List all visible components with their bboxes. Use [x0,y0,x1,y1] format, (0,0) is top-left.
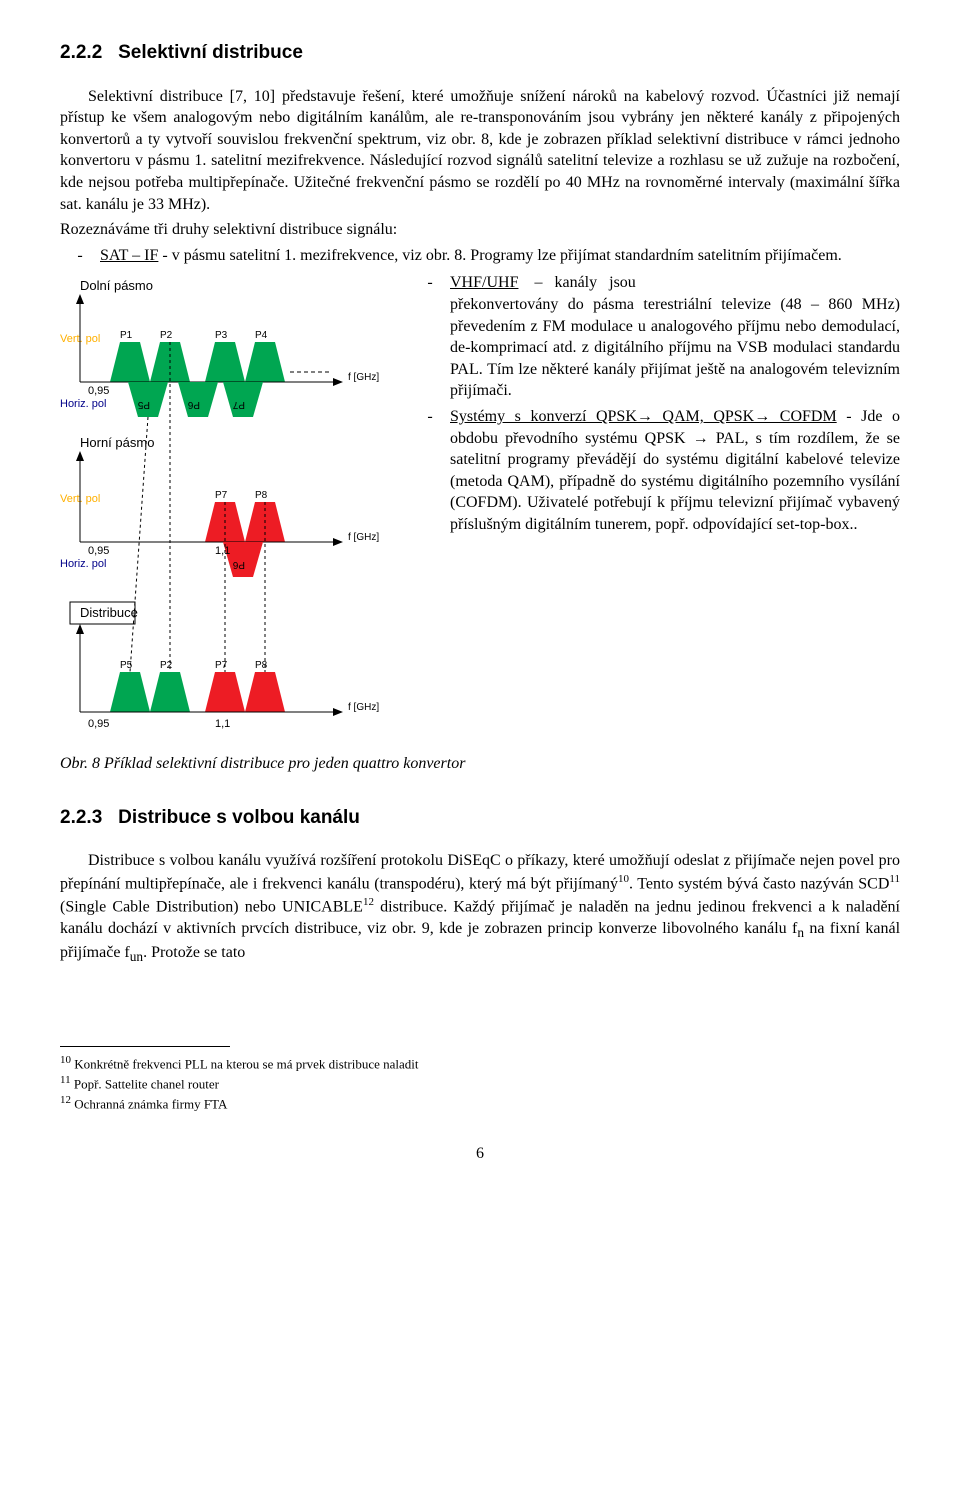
paragraph-1: Selektivní distribuce [7, 10] představuj… [60,86,900,216]
panel2-top-shapes: P7 P8 [205,490,285,542]
svg-text:P4: P4 [255,330,268,341]
section-heading-2: 2.2.3 Distribuce s volbou kanálu [60,805,900,831]
panel2-title: Horní pásmo [80,435,154,450]
panel1-axis-label: f [GHz] [348,372,379,383]
panel1-xleft: 0,95 [88,385,109,397]
panel2-vert-label: Vert. pol [60,493,100,505]
bullet-3-label: Systémy s konverzí QPSK→ QAM, QPSK→ COFD… [450,408,837,425]
section-heading-1: 2.2.2 Selektivní distribuce [60,40,900,66]
svg-text:P1: P1 [120,330,133,341]
bullet-1-rest: - v pásmu satelitní 1. mezifrekvence, vi… [158,247,841,264]
bullet-1: - SAT – IF - v pásmu satelitní 1. mezifr… [60,245,900,267]
svg-text:P7: P7 [215,660,228,671]
svg-text:P6: P6 [232,559,245,570]
svg-text:P2: P2 [160,330,173,341]
section-number-2: 2.2.3 [60,807,102,828]
svg-text:P5: P5 [137,399,150,410]
panel3-xmid: 1,1 [215,718,230,730]
svg-text:P2: P2 [160,660,173,671]
footnotes: 10 Konkrétně frekvenci PLL na kterou se … [60,1046,900,1113]
panel3-axis-label: f [GHz] [348,702,379,713]
bullet-3: - Systémy s konverzí QPSK→ QAM, QPSK→ CO… [410,406,900,536]
two-column-layout: Dolní pásmo P1 P2 P3 P4 Vert. pol f [GHz [60,272,900,747]
panel3-title: Distribuce [80,605,138,620]
page-number: 6 [60,1143,900,1165]
panel1-title: Dolní pásmo [80,278,153,293]
svg-text:P6: P6 [187,399,200,410]
svg-text:P3: P3 [215,330,228,341]
panel1-top-shapes: P1 P2 P3 P4 [110,330,285,382]
panel2-axis-label: f [GHz] [348,532,379,543]
bullet-3-rest: - Jde o obdobu převodního systému QPSK →… [450,408,900,533]
figure-8-diagram: Dolní pásmo P1 P2 P3 P4 Vert. pol f [GHz [60,272,390,747]
right-column: - VHF/UHF – kanály jsou překonvertovány … [410,272,900,747]
section-title: Selektivní distribuce [118,42,303,63]
svg-text:P5: P5 [120,660,133,671]
section-number: 2.2.2 [60,42,102,63]
footnote-rule [60,1046,230,1047]
panel2-xmid: 1,1 [215,545,230,557]
footnote-12: 12 Ochranná známka firmy FTA [60,1093,900,1113]
bullet-2: - VHF/UHF – kanály jsou překonvertovány … [410,272,900,402]
footnote-11: 11 Popř. Sattelite chanel router [60,1073,900,1093]
svg-text:P8: P8 [255,490,268,501]
bullet-2-label: VHF/UHF [450,274,518,291]
paragraph-3: Distribuce s volbou kanálu využívá rozší… [60,850,900,966]
panel1-vert-label: Vert. pol [60,333,100,345]
footnote-10: 10 Konkrétně frekvenci PLL na kterou se … [60,1053,900,1073]
svg-text:P7: P7 [215,490,228,501]
panel1-horiz-label: Horiz. pol [60,398,106,410]
svg-text:P8: P8 [255,660,268,671]
bullet-2-rest: překonvertovány do pásma terestriální te… [450,294,900,402]
panel2-horiz-label: Horiz. pol [60,558,106,570]
section-title-2: Distribuce s volbou kanálu [118,807,360,828]
panel2-xleft: 0,95 [88,545,109,557]
panel1-bot-shapes: P5 P6 P7 [128,382,263,417]
bullet-1-label: SAT – IF [100,247,158,264]
panel3-xleft: 0,95 [88,718,109,730]
paragraph-2: Rozeznáváme tři druhy selektivní distrib… [60,219,900,241]
figure-8-caption: Obr. 8 Příklad selektivní distribuce pro… [60,753,900,775]
panel3-shapes: P5 P2 P7 P8 [110,660,285,712]
svg-text:P7: P7 [232,399,245,410]
